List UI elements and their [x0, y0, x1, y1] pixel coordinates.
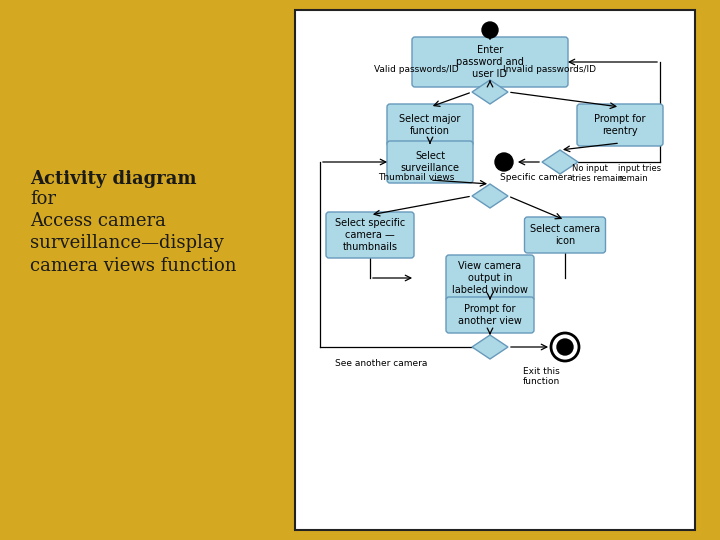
Text: Specific camera: Specific camera — [500, 173, 572, 182]
FancyBboxPatch shape — [387, 104, 473, 146]
Text: Activity diagram: Activity diagram — [30, 170, 197, 188]
Text: Select major
function: Select major function — [400, 114, 461, 136]
FancyBboxPatch shape — [295, 10, 695, 530]
Text: Exit this
function: Exit this function — [523, 367, 559, 387]
FancyBboxPatch shape — [577, 104, 663, 146]
Text: Select specific
camera —
thumbnails: Select specific camera — thumbnails — [335, 218, 405, 252]
Text: Valid passwords/ID: Valid passwords/ID — [374, 65, 459, 74]
Text: See another camera: See another camera — [335, 359, 428, 368]
Circle shape — [557, 339, 573, 355]
Text: Enter
password and
user ID: Enter password and user ID — [456, 45, 524, 79]
Text: Invalid passwords/ID: Invalid passwords/ID — [503, 65, 596, 74]
Polygon shape — [472, 335, 508, 359]
Text: for
Access camera
surveillance—display
camera views function: for Access camera surveillance—display c… — [30, 190, 236, 275]
Circle shape — [482, 22, 498, 38]
Circle shape — [495, 153, 513, 171]
FancyBboxPatch shape — [524, 217, 606, 253]
FancyBboxPatch shape — [446, 255, 534, 301]
Text: Prompt for
another view: Prompt for another view — [458, 304, 522, 326]
Polygon shape — [472, 184, 508, 208]
Text: Select
surveillance: Select surveillance — [400, 151, 459, 173]
FancyBboxPatch shape — [387, 141, 473, 183]
FancyBboxPatch shape — [326, 212, 414, 258]
Text: Select camera
icon: Select camera icon — [530, 224, 600, 246]
Text: Prompt for
reentry: Prompt for reentry — [594, 114, 646, 136]
Polygon shape — [542, 150, 578, 174]
Text: Thumbnail views: Thumbnail views — [377, 173, 454, 182]
FancyBboxPatch shape — [412, 37, 568, 87]
Text: input tries
remain: input tries remain — [618, 164, 661, 184]
Circle shape — [551, 333, 579, 361]
FancyBboxPatch shape — [446, 297, 534, 333]
Text: View camera
output in
labeled window: View camera output in labeled window — [452, 261, 528, 295]
Text: No input
tries remain: No input tries remain — [572, 164, 623, 184]
Polygon shape — [472, 80, 508, 104]
